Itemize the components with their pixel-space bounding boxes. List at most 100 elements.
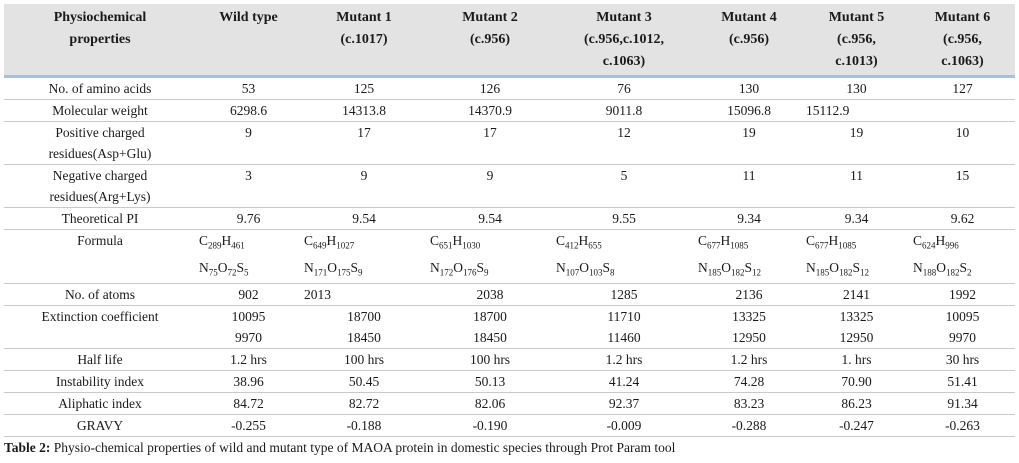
value-cell-mutant-5: 130 (803, 76, 910, 100)
property-cell: Extinction coefficient (4, 305, 196, 350)
value-cell-mutant-3: 41.24 (553, 370, 695, 394)
value-cell-mutant-6: C624H996 N188O182S2 (910, 229, 1015, 285)
value-cell-mutant-6: -0.263 (910, 414, 1015, 438)
table-row: Aliphatic index 84.72 82.72 82.06 92.37 83.23… (4, 392, 1015, 416)
header-wild-type: Wild type (196, 4, 301, 77)
caption-text: Physio-chemical properties of wild and m… (50, 440, 676, 455)
table-row: No. of amino acids 53 125 126 76 130 130 127 (4, 76, 1015, 100)
value-cell-wild-type: 38.96 (196, 370, 301, 394)
value-cell-mutant-4: -0.288 (695, 414, 803, 438)
value-cell-mutant-3: 12 (553, 121, 695, 165)
value-cell-wild-type: 9 (196, 121, 301, 165)
property-cell: Formula (4, 229, 196, 285)
value-cell-mutant-3: 76 (553, 76, 695, 100)
value-cell-mutant-5: 11 (803, 164, 910, 208)
value-cell-mutant-4: 1.2 hrs (695, 348, 803, 372)
table-row: Formula C289H461 N75O72S5 C649H1027 N171O175… (4, 229, 1015, 285)
value-cell-wild-type: 53 (196, 76, 301, 100)
value-cell-mutant-1: 82.72 (301, 392, 427, 416)
value-cell-mutant-5: 19 (803, 121, 910, 165)
value-cell-mutant-6: 51.41 (910, 370, 1015, 394)
value-cell-mutant-5: 2141 (803, 283, 910, 307)
property-cell: Molecular weight (4, 99, 196, 122)
value-cell-mutant-2: -0.190 (427, 414, 553, 438)
value-cell-wild-type: 6298.6 (196, 99, 301, 122)
value-cell-mutant-4: 19 (695, 121, 803, 165)
table-caption: Table 2: Physio-chemical properties of w… (4, 440, 675, 456)
table-row: Negative charged residues(Arg+Lys) 3 9 9 5 11 1… (4, 164, 1015, 208)
value-cell-mutant-6: 91.34 (910, 392, 1015, 416)
value-cell-mutant-6: 9.62 (910, 207, 1015, 230)
value-cell-mutant-1: -0.188 (301, 414, 427, 438)
value-cell-wild-type: 10095 9970 (196, 305, 301, 350)
value-cell-mutant-4: 15096.8 (695, 99, 803, 122)
value-cell-mutant-5: 15112.9 (803, 99, 910, 122)
value-cell-mutant-2: 50.13 (427, 370, 553, 394)
value-cell-mutant-6: 30 hrs (910, 348, 1015, 372)
value-cell-mutant-2: 82.06 (427, 392, 553, 416)
property-cell: No. of amino acids (4, 76, 196, 100)
value-cell-mutant-1: 9.54 (301, 207, 427, 230)
value-cell-wild-type: 9.76 (196, 207, 301, 230)
value-cell-mutant-5: 70.90 (803, 370, 910, 394)
value-cell-mutant-3: 1.2 hrs (553, 348, 695, 372)
value-cell-wild-type: -0.255 (196, 414, 301, 438)
property-cell: GRAVY (4, 414, 196, 438)
value-cell-mutant-3: C412H655 N107O103S8 (553, 229, 695, 285)
table-row: Extinction coefficient 10095 9970 18700 1845… (4, 305, 1015, 350)
value-cell-mutant-2: 14370.9 (427, 99, 553, 122)
value-cell-mutant-6: 127 (910, 76, 1015, 100)
caption-label: Table 2: (4, 440, 51, 455)
value-cell-mutant-5: 86.23 (803, 392, 910, 416)
value-cell-wild-type: C289H461 N75O72S5 (196, 229, 301, 285)
value-cell-mutant-6: 10095 9970 (910, 305, 1015, 350)
value-cell-mutant-2: 18700 18450 (427, 305, 553, 350)
header-mutant-1: Mutant 1 (c.1017) (301, 4, 427, 77)
value-cell-mutant-4: 11 (695, 164, 803, 208)
table-row: GRAVY -0.255 -0.188 -0.190 -0.009 -0.288 -0.24… (4, 414, 1015, 438)
value-cell-mutant-2: C651H1030 N172O176S9 (427, 229, 553, 285)
value-cell-mutant-1: 50.45 (301, 370, 427, 394)
value-cell-mutant-5: -0.247 (803, 414, 910, 438)
value-cell-mutant-2: 126 (427, 76, 553, 100)
value-cell-mutant-6: 1992 (910, 283, 1015, 307)
value-cell-mutant-2: 9.54 (427, 207, 553, 230)
value-cell-mutant-1: 17 (301, 121, 427, 165)
value-cell-wild-type: 84.72 (196, 392, 301, 416)
table-row: Instability index 38.96 50.45 50.13 41.24 74.… (4, 370, 1015, 394)
header-mutant-4: Mutant 4 (c.956) (695, 4, 803, 77)
value-cell-mutant-5: 1. hrs (803, 348, 910, 372)
value-cell-mutant-3: 11710 11460 (553, 305, 695, 350)
value-cell-mutant-1: 18700 18450 (301, 305, 427, 350)
header-mutant-6: Mutant 6 (c.956, c.1063) (910, 4, 1015, 77)
value-cell-mutant-5: C677H1085 N185O182S12 (803, 229, 910, 285)
value-cell-mutant-3: 92.37 (553, 392, 695, 416)
value-cell-mutant-5: 13325 12950 (803, 305, 910, 350)
property-cell: Positive charged residues(Asp+Glu) (4, 121, 196, 165)
value-cell-wild-type: 902 (196, 283, 301, 307)
value-cell-mutant-2: 17 (427, 121, 553, 165)
table-row: No. of atoms 902 2013 2038 1285 2136 2141 1992 (4, 283, 1015, 307)
value-cell-mutant-2: 100 hrs (427, 348, 553, 372)
table-row: Half life 1.2 hrs 100 hrs 100 hrs 1.2 hrs 1.2… (4, 348, 1015, 372)
value-cell-mutant-4: 13325 12950 (695, 305, 803, 350)
table-row: Molecular weight 6298.6 14313.8 14370.9 9011… (4, 99, 1015, 122)
value-cell-mutant-1: 9 (301, 164, 427, 208)
property-cell: No. of atoms (4, 283, 196, 307)
properties-table: Physiochemical properties Wild type Mutan… (4, 4, 1015, 438)
value-cell-mutant-4: 130 (695, 76, 803, 100)
value-cell-mutant-3: 9.55 (553, 207, 695, 230)
value-cell-mutant-1: 2013 (301, 283, 427, 307)
header-mutant-2: Mutant 2 (c.956) (427, 4, 553, 77)
header-mutant-3: Mutant 3 (c.956,c.1012, c.1063) (553, 4, 695, 77)
table-row: Theoretical PI 9.76 9.54 9.54 9.55 9.34 9.34 9.… (4, 207, 1015, 230)
header-properties: Physiochemical properties (4, 4, 196, 77)
property-cell: Aliphatic index (4, 392, 196, 416)
value-cell-mutant-4: C677H1085 N185O182S12 (695, 229, 803, 285)
value-cell-mutant-1: 100 hrs (301, 348, 427, 372)
value-cell-mutant-1: C649H1027 N171O175S9 (301, 229, 427, 285)
property-cell: Half life (4, 348, 196, 372)
property-cell: Instability index (4, 370, 196, 394)
property-cell: Theoretical PI (4, 207, 196, 230)
value-cell-mutant-2: 9 (427, 164, 553, 208)
